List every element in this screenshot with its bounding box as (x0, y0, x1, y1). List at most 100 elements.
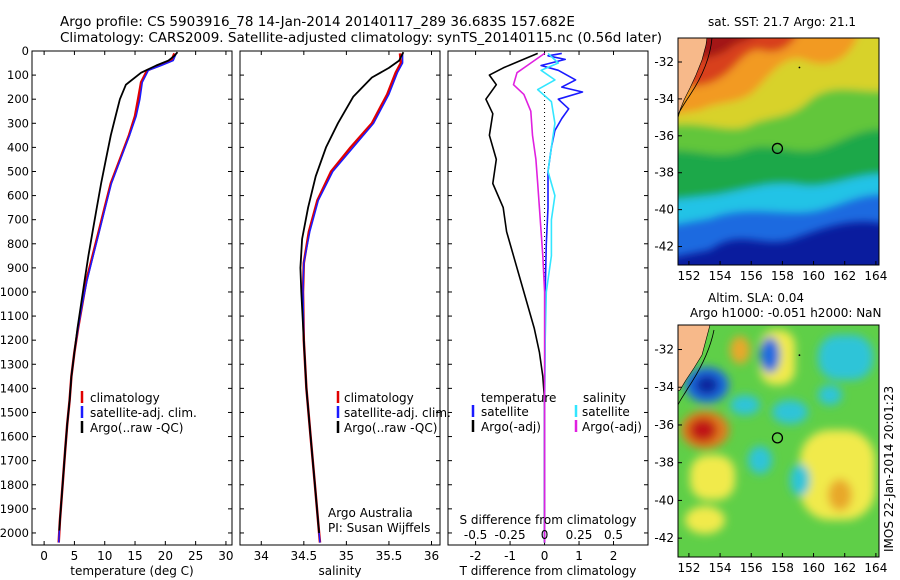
map-x-tick-label: 154 (709, 561, 732, 575)
map-x-tick-label: 164 (864, 561, 887, 575)
map-x-tick-label: 162 (833, 269, 856, 283)
map-x-tick-label: 164 (864, 269, 887, 283)
y-tick-label: 800 (7, 237, 29, 251)
y-tick-label: 600 (7, 189, 29, 203)
x-tick-label: 2 (610, 549, 618, 563)
x-tick-label: 0 (40, 549, 48, 563)
map-y-tick-label: -42 (654, 531, 674, 545)
sla-blob (730, 336, 750, 364)
x-tick-label: 5 (71, 549, 79, 563)
y-tick-label: 1800 (0, 478, 29, 492)
difference-panel-frame (447, 50, 649, 546)
sla-map-title-line-1: Altim. SLA: 0.04 (708, 291, 804, 305)
s-tick-label: -0.25 (495, 528, 526, 542)
map-y-tick-label: -36 (654, 129, 674, 143)
map-x-tick-label: 162 (833, 561, 856, 575)
y-tick-label: 1000 (0, 285, 29, 299)
y-tick-label: 0 (22, 44, 29, 58)
sla-blob (772, 400, 808, 424)
sla-blob (828, 479, 852, 511)
map-x-tick-label: 158 (771, 269, 794, 283)
y-tick-label: 400 (7, 140, 29, 154)
series-line-salinity-satellite (536, 52, 560, 543)
temperature-axis-label: temperature (deg C) (70, 564, 193, 578)
title-line-1: Argo profile: CS 5903916_78 14-Jan-2014 … (60, 14, 575, 30)
x-tick-label: 30 (218, 549, 233, 563)
x-tick-label: 34.5 (290, 549, 317, 563)
sla-blob (760, 337, 780, 373)
s-tick-label: 0.25 (566, 528, 593, 542)
x-tick-label: 34 (254, 549, 269, 563)
sla-blob (730, 395, 760, 415)
x-tick-label: 25 (188, 549, 203, 563)
sla-blob (689, 418, 717, 442)
s-difference-axis-label: S difference from climatology (460, 513, 637, 527)
y-tick-label: 200 (7, 92, 29, 106)
sla-blob (690, 455, 735, 500)
series-line-salinity-argo-adj (512, 52, 546, 543)
map-y-tick-label: -34 (654, 380, 674, 394)
s-tick-label: 0.5 (604, 528, 623, 542)
series-line-argo-raw-qc (299, 51, 405, 534)
x-tick-label: 10 (97, 549, 112, 563)
salinity-axis-label: salinity (318, 564, 361, 578)
x-tick-label: 36 (424, 549, 439, 563)
credit-line-1: Argo Australia (328, 506, 413, 520)
side-timestamp: IMOS 22-Jan-2014 20:01:23 (882, 386, 896, 552)
y-tick-label: 1600 (0, 430, 29, 444)
y-tick-label: 1100 (0, 309, 29, 323)
sla-map-title-line-2: Argo h1000: -0.051 h2000: NaN (690, 306, 882, 320)
s-tick-label: -0.5 (464, 528, 487, 542)
x-tick-label: 15 (127, 549, 142, 563)
y-tick-label: 1300 (0, 357, 29, 371)
x-tick-label: 20 (158, 549, 173, 563)
sla-blob (748, 446, 772, 474)
sla-blob (800, 430, 875, 520)
legend-title-temperature: temperature (481, 391, 556, 405)
sla-blob (695, 375, 719, 395)
map-x-tick-label: 154 (709, 269, 732, 283)
x-tick-label: 35.5 (376, 549, 403, 563)
sst-coast-contour (678, 38, 713, 116)
y-tick-label: 1500 (0, 405, 29, 419)
title-line-2: Climatology: CARS2009. Satellite-adjuste… (60, 30, 662, 46)
y-tick-label: 1400 (0, 381, 29, 395)
difference-legend: temperature satellite Argo(-adj) salinit… (471, 391, 642, 434)
map-y-tick-label: -40 (654, 203, 674, 217)
legend-label-sal-satellite: satellite (582, 405, 630, 419)
x-tick-label: 1 (575, 549, 583, 563)
map-x-tick-label: 158 (771, 561, 794, 575)
map-y-tick-label: -32 (654, 343, 674, 357)
legend-label-sal-argo: Argo(-adj) (582, 420, 642, 434)
sst-map-title: sat. SST: 21.7 Argo: 21.1 (708, 15, 856, 29)
map-dot (798, 354, 801, 357)
x-tick-label: 0 (541, 549, 549, 563)
argo-float-marker (771, 142, 784, 155)
legend-label-temp-argo: Argo(-adj) (481, 420, 541, 434)
sla-coast-contour (678, 329, 715, 406)
credit-line-2: PI: Susan Wijffels (328, 521, 430, 535)
y-tick-label: 500 (7, 164, 29, 178)
x-tick-label: 35 (339, 549, 354, 563)
sla-blob (818, 335, 873, 380)
y-tick-label: 1200 (0, 333, 29, 347)
legend-label-satellite: satellite-adj. clim. (344, 406, 451, 420)
map-x-tick-label: 160 (802, 561, 825, 575)
sla-map (677, 324, 880, 558)
salinity-plot: 34 34.5 35 35.5 36 (240, 50, 440, 563)
map-y-tick-label: -32 (654, 55, 674, 69)
sla-land (678, 325, 711, 392)
sst-map (677, 37, 880, 266)
legend-label-climatology: climatology (344, 391, 414, 405)
temperature-plot: 0 5 10 15 20 25 300100200300400500600700800900… (0, 44, 234, 563)
series-line-temperature-argo-adj (485, 52, 546, 543)
y-tick-label: 2000 (0, 526, 29, 540)
sla-blob (818, 385, 842, 405)
sst-map-axes: 152 154 156 158 160 162 164 -32 -34 -36 -38 -40 -42 (654, 55, 887, 283)
map-y-tick-label: -36 (654, 418, 674, 432)
y-tick-label: 1700 (0, 454, 29, 468)
y-tick-label: 900 (7, 261, 29, 275)
salinity-panel-frame (239, 50, 441, 546)
map-y-tick-label: -34 (654, 92, 674, 106)
